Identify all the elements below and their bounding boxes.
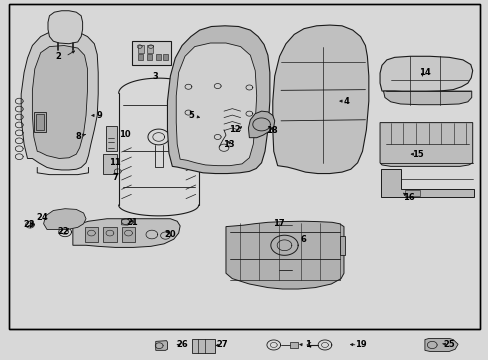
Polygon shape	[32, 45, 87, 158]
Polygon shape	[167, 26, 269, 174]
Bar	[217, 210, 349, 299]
Polygon shape	[21, 30, 98, 170]
Polygon shape	[176, 43, 256, 166]
Text: 26: 26	[176, 341, 187, 350]
Polygon shape	[73, 219, 180, 247]
Bar	[122, 227, 135, 242]
Bar	[191, 339, 215, 353]
Bar	[163, 54, 167, 60]
Polygon shape	[248, 111, 274, 138]
Text: 1: 1	[305, 341, 310, 350]
Bar	[156, 54, 160, 60]
Polygon shape	[103, 154, 117, 174]
Polygon shape	[383, 91, 471, 105]
Polygon shape	[290, 342, 298, 348]
Text: 2: 2	[55, 52, 61, 61]
Polygon shape	[379, 56, 472, 92]
Polygon shape	[43, 209, 86, 229]
Bar	[147, 45, 153, 53]
Polygon shape	[156, 341, 167, 350]
Text: 24: 24	[36, 213, 48, 222]
Polygon shape	[424, 338, 457, 351]
Text: 19: 19	[354, 341, 366, 350]
Bar	[138, 54, 143, 60]
Bar	[147, 54, 152, 60]
Text: 15: 15	[411, 150, 423, 159]
Bar	[405, 190, 419, 196]
Polygon shape	[34, 112, 45, 132]
Text: 12: 12	[228, 125, 240, 134]
Polygon shape	[36, 114, 43, 130]
Text: 5: 5	[187, 111, 193, 120]
Polygon shape	[122, 219, 133, 225]
Polygon shape	[380, 169, 473, 197]
Bar	[84, 227, 98, 242]
Text: 3: 3	[153, 72, 158, 81]
Bar	[132, 41, 171, 65]
Text: 8: 8	[76, 132, 81, 141]
Text: 9: 9	[96, 111, 102, 120]
Text: 23: 23	[23, 220, 35, 229]
Text: 11: 11	[109, 158, 121, 167]
Text: 21: 21	[126, 218, 138, 227]
Bar	[138, 45, 144, 53]
Polygon shape	[339, 235, 344, 255]
Text: 20: 20	[164, 230, 176, 239]
Text: 7: 7	[112, 173, 118, 182]
Polygon shape	[379, 123, 472, 166]
Text: 17: 17	[272, 219, 284, 228]
Text: 6: 6	[300, 235, 305, 244]
Text: 25: 25	[443, 341, 454, 350]
Text: 22: 22	[57, 228, 69, 237]
Text: 27: 27	[216, 341, 228, 350]
Polygon shape	[272, 25, 368, 174]
Text: 4: 4	[343, 96, 349, 105]
Text: 16: 16	[403, 193, 414, 202]
Bar	[103, 227, 117, 242]
Polygon shape	[225, 221, 343, 289]
Text: 14: 14	[418, 68, 430, 77]
Text: 18: 18	[265, 126, 277, 135]
Polygon shape	[48, 11, 82, 44]
Text: 13: 13	[223, 140, 234, 149]
Text: 10: 10	[119, 130, 131, 139]
Bar	[97, 60, 220, 218]
Polygon shape	[105, 126, 117, 151]
